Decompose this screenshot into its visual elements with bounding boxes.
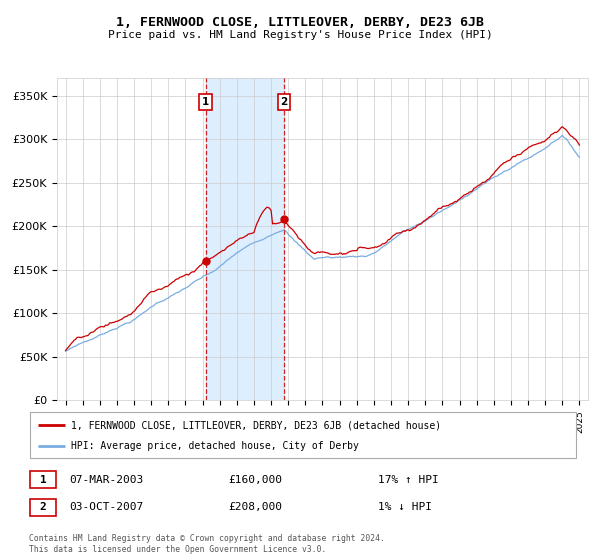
Bar xyxy=(30,472,56,488)
Text: 17% ↑ HPI: 17% ↑ HPI xyxy=(378,475,439,485)
Text: Price paid vs. HM Land Registry's House Price Index (HPI): Price paid vs. HM Land Registry's House … xyxy=(107,30,493,40)
Text: £208,000: £208,000 xyxy=(228,502,282,512)
Text: 2: 2 xyxy=(280,97,287,107)
Text: 1: 1 xyxy=(40,475,46,485)
Text: 03-OCT-2007: 03-OCT-2007 xyxy=(69,502,143,512)
Text: 1% ↓ HPI: 1% ↓ HPI xyxy=(378,502,432,512)
Text: HPI: Average price, detached house, City of Derby: HPI: Average price, detached house, City… xyxy=(71,441,359,451)
Text: 1, FERNWOOD CLOSE, LITTLEOVER, DERBY, DE23 6JB: 1, FERNWOOD CLOSE, LITTLEOVER, DERBY, DE… xyxy=(116,16,484,29)
Text: Contains HM Land Registry data © Crown copyright and database right 2024.
This d: Contains HM Land Registry data © Crown c… xyxy=(29,534,385,554)
Text: 07-MAR-2003: 07-MAR-2003 xyxy=(69,475,143,485)
Text: 1: 1 xyxy=(202,97,209,107)
Text: 2: 2 xyxy=(40,502,46,512)
Text: 1, FERNWOOD CLOSE, LITTLEOVER, DERBY, DE23 6JB (detached house): 1, FERNWOOD CLOSE, LITTLEOVER, DERBY, DE… xyxy=(71,420,441,430)
Text: £160,000: £160,000 xyxy=(228,475,282,485)
Bar xyxy=(30,499,56,516)
Bar xyxy=(206,78,284,400)
